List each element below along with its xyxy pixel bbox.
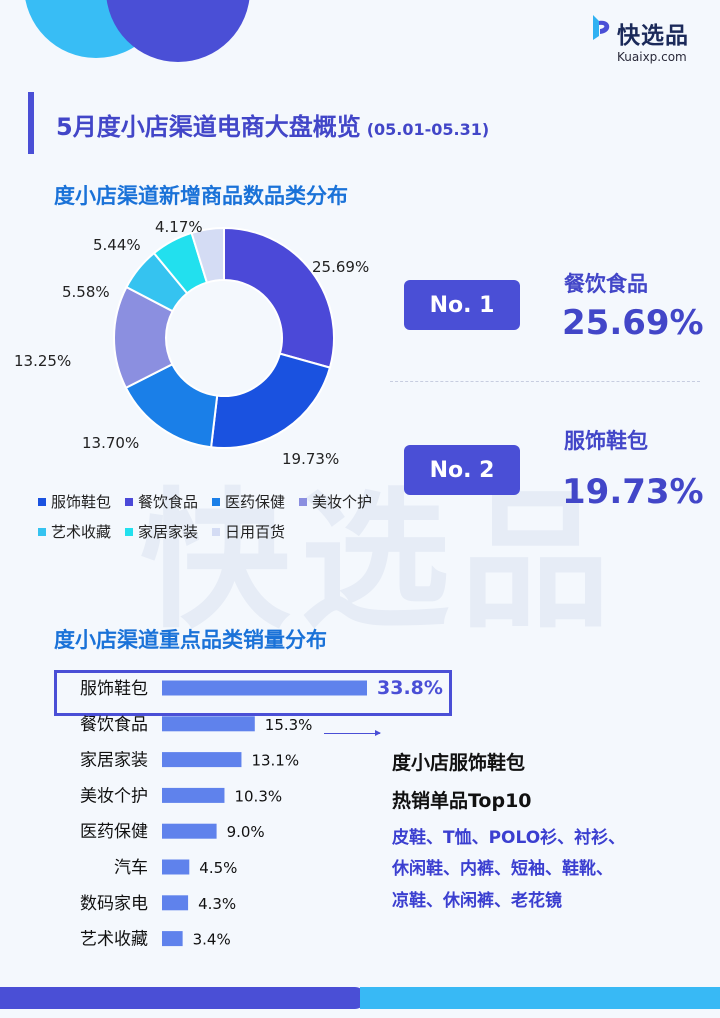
bar-数码家电 — [162, 895, 189, 911]
legend-label: 餐饮食品 — [138, 493, 199, 511]
legend-swatch — [38, 527, 46, 536]
rank-1-category: 餐饮食品 — [564, 272, 648, 296]
legend-swatch — [212, 527, 221, 536]
footer-bar-right — [360, 987, 720, 1009]
legend-item-美妆个护: 美妆个护 — [299, 491, 372, 512]
bar-汽车 — [162, 859, 190, 875]
legend-row-2: 艺术收藏 家居家装 日用百货 — [38, 521, 285, 542]
bar-category-汽车: 汽车 — [114, 858, 148, 878]
donut-chart: 25.69% 19.73% 13.70% 13.25% 5.58% 5.44% 4.17% — [14, 218, 369, 468]
title-accent-bar — [28, 92, 34, 154]
arrow-icon — [324, 730, 381, 736]
footer-bar-left — [0, 987, 366, 1009]
bar-餐饮食品 — [162, 716, 255, 732]
bar-category-家居家装: 家居家装 — [80, 751, 148, 771]
section-title-sales: 度小店渠道重点品类销量分布 — [54, 628, 327, 652]
bar-value-汽车: 4.5% — [199, 859, 237, 877]
legend-label: 家居家装 — [138, 523, 199, 541]
legend-item-艺术收藏: 艺术收藏 — [38, 521, 111, 542]
pie-label-日用百货: 4.17% — [155, 218, 203, 236]
rank-badge-2: No. 2 — [404, 445, 520, 495]
legend-item-餐饮食品: 餐饮食品 — [125, 491, 198, 512]
rank-1-percent: 25.69% — [562, 303, 704, 343]
legend-item-日用百货: 日用百货 — [212, 521, 285, 542]
pie-label-艺术收藏: 5.58% — [62, 283, 110, 301]
pie-label-家居家装: 5.44% — [93, 236, 141, 254]
bar-value-数码家电: 4.3% — [198, 895, 236, 913]
rank-2-category: 服饰鞋包 — [564, 429, 648, 453]
rank-badge-1: No. 1 — [404, 280, 520, 330]
bar-value-医药保健: 9.0% — [227, 823, 265, 841]
brand-logo-icon — [593, 15, 610, 40]
top10-line-3: 凉鞋、休闲裤、老花镜 — [392, 891, 562, 911]
bar-category-数码家电: 数码家电 — [80, 894, 148, 914]
top10-title-line1: 度小店服饰鞋包 — [392, 752, 526, 774]
bar-category-美妆个护: 美妆个护 — [80, 786, 148, 806]
legend-label: 艺术收藏 — [51, 523, 112, 541]
top10-title-line2: 热销单品Top10 — [392, 790, 532, 812]
date-range: (05.01-05.31) — [366, 120, 490, 139]
bar-category-餐饮食品: 餐饮食品 — [80, 715, 148, 735]
legend-label: 服饰鞋包 — [51, 493, 112, 511]
page-title-text: 5月度小店渠道电商大盘概览 — [56, 113, 361, 141]
legend-label: 美妆个护 — [312, 493, 373, 511]
legend-row-1: 服饰鞋包 餐饮食品 医药保健 美妆个护 — [38, 491, 372, 512]
pie-slice-日用百货 — [190, 226, 225, 284]
section-title-new-products: 度小店渠道新增商品数品类分布 — [54, 184, 348, 208]
bar-value-餐饮食品: 15.3% — [265, 716, 313, 734]
pie-slice-餐饮食品 — [223, 226, 335, 369]
bar-服饰鞋包 — [162, 680, 367, 696]
legend-label: 医药保健 — [225, 493, 286, 511]
pie-label-医药保健: 13.70% — [82, 434, 139, 452]
bar-category-医药保健: 医药保健 — [80, 822, 148, 842]
legend-swatch — [38, 497, 46, 506]
rank-2-percent: 19.73% — [562, 472, 704, 512]
bar-value-家居家装: 13.1% — [251, 752, 299, 770]
page-title: 5月度小店渠道电商大盘概览 (05.01-05.31) — [56, 107, 489, 142]
bar-艺术收藏 — [162, 931, 183, 947]
bar-chart: 服饰鞋包 33.8% 餐饮食品 15.3% 家居家装 13.1% 美妆个护 10.3% 医药保健… — [80, 677, 443, 950]
legend-item-医药保健: 医药保健 — [212, 491, 285, 512]
pie-label-餐饮食品: 25.69% — [312, 258, 369, 276]
bar-美妆个护 — [162, 787, 225, 803]
bar-value-艺术收藏: 3.4% — [193, 931, 231, 949]
legend-swatch — [212, 497, 221, 506]
top10-line-1: 皮鞋、T恤、POLO衫、衬衫、 — [392, 828, 626, 848]
brand-name: 快选品 — [617, 23, 689, 49]
pie-slice-服饰鞋包 — [209, 352, 332, 449]
bar-value-美妆个护: 10.3% — [234, 787, 282, 805]
legend-item-服饰鞋包: 服饰鞋包 — [38, 491, 111, 512]
pie-label-服饰鞋包: 19.73% — [282, 450, 339, 468]
highlight-box — [54, 670, 452, 716]
bar-category-服饰鞋包: 服饰鞋包 — [80, 679, 148, 699]
pie-label-美妆个护: 13.25% — [14, 352, 71, 370]
legend-swatch — [125, 497, 134, 506]
bar-家居家装 — [162, 752, 242, 768]
legend-swatch — [125, 527, 134, 536]
divider — [390, 381, 700, 382]
bar-医药保健 — [162, 823, 217, 839]
brand-url: Kuaixp.com — [617, 50, 687, 64]
bar-category-艺术收藏: 艺术收藏 — [80, 930, 148, 950]
top10-line-2: 休闲鞋、内裤、短袖、鞋靴、 — [392, 859, 613, 879]
decorative-circles — [25, 0, 250, 62]
bar-value-服饰鞋包: 33.8% — [377, 677, 443, 699]
legend-item-家居家装: 家居家装 — [125, 521, 198, 542]
legend-label: 日用百货 — [225, 523, 286, 541]
legend-swatch — [299, 497, 308, 506]
